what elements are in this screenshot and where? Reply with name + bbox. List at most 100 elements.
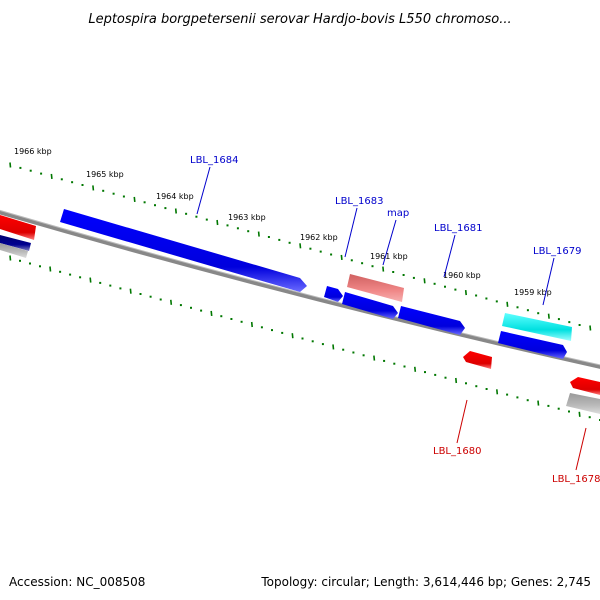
upper-ruler-minor-tick (122, 195, 125, 198)
accession-text: Accession: NC_008508 (9, 575, 145, 589)
lower-ruler-minor-tick (109, 284, 112, 287)
lower-ruler-major-tick (250, 321, 253, 328)
lower-ruler-minor-tick (444, 376, 447, 379)
upper-ruler-minor-tick (309, 247, 312, 250)
genome-summary-text: Topology: circular; Length: 3,614,446 bp… (260, 575, 591, 589)
upper-ruler-major-tick (299, 243, 302, 249)
upper-ruler-minor-tick (444, 285, 446, 288)
lower-ruler-major-tick (455, 377, 458, 384)
chromosome-backbone (0, 210, 600, 369)
upper-ruler-minor-tick (412, 276, 415, 279)
leader-LBL_1684 (196, 166, 211, 215)
upper-ruler-minor-tick (195, 215, 198, 218)
lower-ruler-minor-tick (230, 318, 233, 320)
upper-ruler-minor-tick (247, 230, 250, 233)
label-LBL_1679[interactable]: LBL_1679 (533, 246, 581, 257)
lower-ruler-minor-tick (69, 273, 72, 276)
gene-LBL_1679-forward[interactable] (498, 331, 567, 359)
tick-label-1961: 1961 kbp (370, 252, 408, 261)
upper-ruler-minor-tick (185, 212, 188, 215)
lower-ruler-minor-tick (393, 362, 396, 365)
upper-ruler-minor-tick (60, 178, 63, 181)
upper-ruler-minor-tick (40, 172, 43, 175)
gene-LBL_1684[interactable] (60, 209, 307, 292)
lower-ruler-minor-tick (240, 320, 243, 323)
upper-ruler-minor-tick (154, 204, 156, 207)
upper-ruler-minor-tick (537, 312, 540, 315)
upper-ruler (9, 162, 592, 331)
lower-ruler-minor-tick (39, 265, 41, 268)
lower-ruler-major-tick (129, 288, 132, 294)
label-LBL_1683[interactable]: LBL_1683 (335, 196, 383, 207)
lower-ruler-major-tick (9, 255, 12, 261)
upper-ruler-minor-tick (516, 306, 519, 309)
gene-left-red[interactable] (0, 215, 36, 240)
lower-ruler-minor-tick (220, 315, 223, 318)
upper-ruler-minor-tick (71, 181, 74, 184)
gene-LBL_1683-small[interactable] (324, 286, 343, 302)
upper-ruler-minor-tick (495, 300, 498, 303)
upper-ruler-minor-tick (371, 265, 374, 268)
upper-ruler-minor-tick (526, 309, 529, 312)
lower-ruler-minor-tick (29, 262, 31, 265)
gene-LBL_1678[interactable] (570, 377, 600, 395)
gene-LBL_1682[interactable] (342, 292, 398, 319)
lower-ruler-minor-tick (547, 404, 550, 407)
label-LBL_1678[interactable]: LBL_1678 (552, 474, 600, 485)
upper-ruler-minor-tick (557, 318, 560, 321)
upper-ruler-minor-tick (578, 324, 581, 326)
gene-right-grey[interactable] (566, 393, 600, 414)
label-LBL_1681[interactable]: LBL_1681 (434, 223, 482, 234)
label-LBL_1680[interactable]: LBL_1680 (433, 446, 481, 457)
gene-LBL_1681[interactable] (398, 306, 465, 335)
gene-LBL_1679[interactable] (502, 313, 572, 341)
lower-ruler-minor-tick (568, 410, 570, 413)
lower-ruler-minor-tick (506, 393, 509, 396)
lower-ruler-minor-tick (59, 270, 62, 273)
lower-ruler-minor-tick (159, 298, 162, 301)
lower-ruler-minor-tick (271, 329, 273, 332)
lower-ruler-minor-tick (190, 306, 192, 309)
leader-LBL_1679 (542, 257, 555, 306)
leader-LBL_1681 (443, 234, 456, 278)
upper-ruler-minor-tick (475, 294, 478, 297)
leader-map (382, 219, 397, 266)
lower-ruler-major-tick (49, 266, 52, 272)
upper-ruler-minor-tick (288, 241, 291, 244)
lower-ruler-minor-tick (342, 348, 345, 351)
lower-ruler-minor-tick (149, 295, 152, 298)
upper-ruler-major-tick (9, 162, 12, 168)
gene-map[interactable] (347, 274, 404, 302)
tick-label-1965: 1965 kbp (86, 170, 124, 179)
upper-ruler-major-tick (50, 173, 53, 179)
upper-ruler-major-tick (174, 208, 177, 214)
upper-ruler-minor-tick (330, 253, 333, 256)
lower-ruler-minor-tick (139, 293, 142, 295)
lower-ruler-minor-tick (179, 304, 182, 307)
upper-ruler-major-tick (464, 290, 467, 296)
upper-ruler-major-tick (133, 196, 136, 202)
tick-label-1960: 1960 kbp (443, 271, 481, 280)
lower-ruler-major-tick (210, 310, 213, 316)
upper-ruler-major-tick (340, 254, 343, 260)
tick-labels: 1966 kbp 1965 kbp 1964 kbp 1963 kbp 1962… (14, 147, 552, 297)
gene-left-navy[interactable] (0, 235, 31, 251)
lower-ruler-minor-tick (424, 371, 426, 374)
gene-LBL_1680[interactable] (463, 351, 492, 369)
lower-ruler-minor-tick (465, 382, 467, 385)
upper-ruler-minor-tick (226, 224, 229, 227)
label-LBL_1684[interactable]: LBL_1684 (190, 155, 238, 166)
label-map[interactable]: map (387, 208, 409, 219)
map-title: Leptospira borgpetersenii serovar Hardjo… (88, 12, 511, 27)
lower-ruler-minor-tick (321, 343, 324, 346)
leader-LBL_1683 (344, 207, 358, 258)
upper-ruler-major-tick (216, 219, 219, 226)
tick-label-1964: 1964 kbp (156, 192, 194, 201)
upper-ruler-minor-tick (236, 227, 239, 230)
upper-ruler-minor-tick (112, 192, 115, 195)
leader-LBL_1680 (456, 399, 468, 444)
upper-ruler-major-tick (257, 231, 260, 237)
gene-left-grey[interactable] (0, 243, 28, 258)
lower-ruler-major-tick (332, 344, 335, 350)
